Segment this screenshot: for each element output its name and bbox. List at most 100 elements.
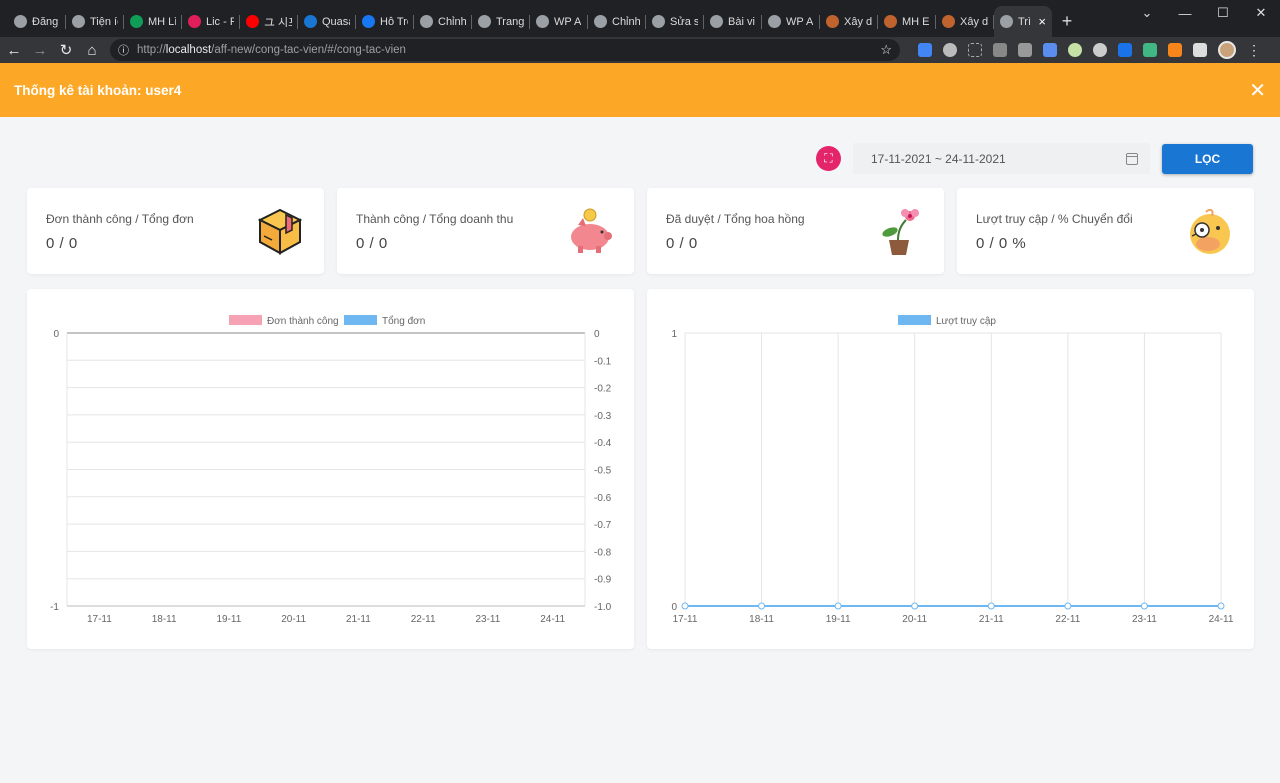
book-icon: [942, 15, 955, 28]
translate-extension-icon[interactable]: [918, 43, 932, 57]
cookie-extension-icon[interactable]: [993, 43, 1007, 57]
code-extension-icon[interactable]: [1018, 43, 1032, 57]
data-point: [987, 602, 995, 610]
stat-card-label: Lượt truy cập / % Chuyển đổi: [976, 212, 1133, 226]
browser-tab[interactable]: Hỗ Trợ: [356, 6, 414, 37]
stat-card-value: 0 / 0: [46, 235, 78, 252]
page-title: Thống kê tài khoản: user4: [14, 82, 182, 98]
home-button[interactable]: ⌂: [87, 41, 97, 59]
legend-label: Tổng đơn: [382, 315, 425, 327]
y-tick-label: 0: [671, 602, 677, 613]
legend-label: Đơn thành công: [267, 316, 339, 327]
browser-tab[interactable]: Trang: [472, 6, 530, 37]
browser-tab[interactable]: ユ 시포: [240, 6, 298, 37]
tab-label: Chỉnh: [612, 15, 640, 28]
browser-tab[interactable]: Xây d: [820, 6, 878, 37]
y-tick-label-left: 0: [53, 329, 59, 340]
stat-card-revenue: Thành công / Tổng doanh thu 0 / 0: [337, 188, 634, 274]
vue-devtools-icon[interactable]: [1143, 43, 1157, 57]
metamask-icon[interactable]: [1168, 43, 1182, 57]
browser-tab[interactable]: Lic - P: [182, 6, 240, 37]
slack-icon: [188, 15, 201, 28]
tab-search-icon[interactable]: ⌄: [1141, 5, 1153, 20]
browser-tab[interactable]: Quasa: [298, 6, 356, 37]
browser-tab[interactable]: Đăng: [8, 6, 66, 37]
tab-label: Xây d: [844, 15, 872, 28]
globe-icon: [14, 15, 27, 28]
screenshot-extension-icon[interactable]: [968, 43, 982, 57]
legend-swatch: [344, 315, 377, 325]
date-range-input[interactable]: 17-11-2021 ~ 24-11-2021: [853, 143, 1150, 174]
fullscreen-icon[interactable]: ⛶: [816, 146, 841, 171]
browser-tab[interactable]: WP A: [530, 6, 588, 37]
bookmark-star-icon[interactable]: ☆: [880, 42, 892, 57]
browser-tab[interactable]: Xây d: [936, 6, 994, 37]
y-tick-label-right: -0.2: [594, 384, 612, 395]
close-tab-icon[interactable]: ×: [1038, 14, 1046, 29]
calendar-icon[interactable]: [1126, 152, 1138, 165]
tab-label: WP A: [554, 15, 582, 28]
tab-label: Bài vi: [728, 15, 755, 28]
stat-card-label: Đơn thành công / Tổng đơn: [46, 212, 194, 226]
gear-extension-icon[interactable]: [1093, 43, 1107, 57]
minimize-button[interactable]: —: [1178, 5, 1192, 21]
window-extension-icon[interactable]: [1043, 43, 1057, 57]
tab-label: WP A: [786, 15, 814, 28]
close-window-button[interactable]: ✕: [1255, 5, 1267, 20]
data-point: [1064, 602, 1072, 610]
globe-icon: [478, 15, 491, 28]
y-tick-label-right: -0.3: [594, 411, 612, 422]
new-tab-button[interactable]: +: [1061, 11, 1073, 31]
browser-tab[interactable]: WP A: [762, 6, 820, 37]
tab-label: Hỗ Trợ: [380, 15, 408, 28]
data-point: [681, 602, 689, 610]
tab-label: Trì: [1018, 15, 1032, 28]
browser-tab[interactable]: Bài vi: [704, 6, 762, 37]
stat-card-value: 0 / 0: [666, 235, 698, 252]
stats-header: Thống kê tài khoản: user4 ✕: [0, 63, 1280, 117]
url-text: http://localhost/aff-new/cong-tac-vien/#…: [137, 44, 406, 56]
globe-icon: [1000, 15, 1013, 28]
browser-tab[interactable]: Chỉnh: [588, 6, 646, 37]
tab-label: Trang: [496, 15, 524, 28]
tab-label: Chỉnh: [438, 15, 466, 28]
close-icon[interactable]: ✕: [1249, 79, 1266, 102]
reload-button[interactable]: ↻: [59, 42, 73, 59]
browser-tab[interactable]: MH E: [878, 6, 936, 37]
browser-tab[interactable]: Tiện íc: [66, 6, 124, 37]
y-tick-label-right: -0.4: [594, 438, 612, 449]
url-field[interactable]: ⓘ http://localhost/aff-new/cong-tac-vien…: [110, 39, 900, 61]
j-extension-icon[interactable]: [1118, 43, 1132, 57]
y-tick-label: 1: [671, 329, 677, 340]
menu-kebab-icon[interactable]: ⋮: [1247, 41, 1261, 58]
browser-tab[interactable]: Sửa s: [646, 6, 704, 37]
y-tick-label-right: 0: [594, 329, 600, 340]
globe-icon: [768, 15, 781, 28]
facebook-icon: [362, 15, 375, 28]
browser-tab[interactable]: Trì ×: [994, 6, 1052, 37]
bulb-extension-icon[interactable]: [1068, 43, 1082, 57]
url-path: /aff-new/cong-tac-vien/#/cong-tac-vien: [211, 44, 406, 56]
forward-button[interactable]: →: [32, 41, 48, 59]
x-tick-label: 20-11: [281, 614, 306, 625]
x-tick-label: 19-11: [216, 614, 241, 625]
browser-tab[interactable]: Chỉnh: [414, 6, 472, 37]
tab-strip: Đăng Tiện íc MH Lì Lic - P ユ 시포 Quasa Hỗ Trợ Ch…: [8, 6, 1052, 37]
visits-chart: Lượt truy cập 1 017-11 18-11 19-11 20-11 21-11…: [671, 315, 1234, 625]
x-tick-label: 24-11: [540, 614, 565, 625]
stat-card-value: 0 / 0 %: [976, 235, 1027, 252]
stat-card-visits: Lượt truy cập / % Chuyển đổi 0 / 0 %: [957, 188, 1254, 274]
y-tick-label-left: -1: [50, 602, 59, 613]
y-tick-label-right: -0.1: [594, 356, 612, 367]
info-icon[interactable]: ⓘ: [118, 45, 129, 57]
stat-card-label: Đã duyệt / Tổng hoa hồng: [666, 212, 805, 226]
maximize-button[interactable]: ☐: [1217, 5, 1229, 20]
cloud-extension-icon[interactable]: [943, 43, 957, 57]
profile-avatar[interactable]: [1218, 41, 1236, 59]
book-icon: [826, 15, 839, 28]
browser-tab[interactable]: MH Lì: [124, 6, 182, 37]
extensions-puzzle-icon[interactable]: [1193, 43, 1207, 57]
tab-label: Tiện íc: [90, 15, 118, 28]
back-button[interactable]: ←: [6, 41, 22, 59]
filter-button[interactable]: LỌC: [1162, 143, 1253, 174]
